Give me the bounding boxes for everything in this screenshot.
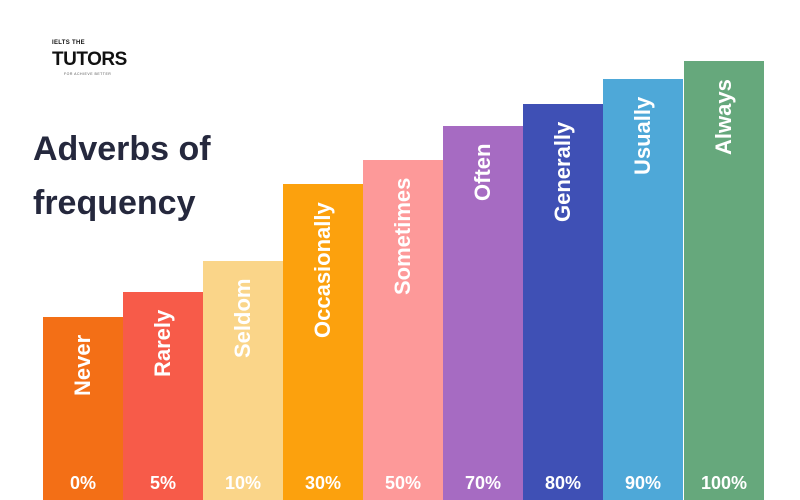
logo-tagline: FOR ACHIEVE BETTER xyxy=(64,72,112,76)
bar-percent: 10% xyxy=(224,473,262,493)
bar-percent: 5% xyxy=(149,473,176,493)
bar-percent: 50% xyxy=(384,473,422,493)
bar-seldom: Seldom 10% xyxy=(203,261,283,500)
bar-occasionally: Occasionally 30% xyxy=(283,184,363,500)
bar-label: Occasionally xyxy=(310,202,335,338)
logo-top-text: IELTS THE xyxy=(52,40,85,46)
bar-percent: 90% xyxy=(624,473,662,493)
bar-percent: 0% xyxy=(69,473,96,493)
chart-title: Adverbs of frequency xyxy=(33,130,211,222)
bar-label: Sometimes xyxy=(390,177,415,295)
bar-rarely: Rarely 5% xyxy=(123,292,203,500)
bar-label: Seldom xyxy=(230,278,255,358)
bar-label: Generally xyxy=(550,121,575,222)
bar-percent: 70% xyxy=(464,473,502,493)
bar-never: Never 0% xyxy=(43,317,123,500)
bar-label: Rarely xyxy=(150,309,175,377)
bar-label: Usually xyxy=(630,96,655,175)
bar-usually: Usually 90% xyxy=(603,79,683,500)
bar-percent: 30% xyxy=(304,473,342,493)
bar-label: Always xyxy=(711,79,736,155)
bar-percent: 80% xyxy=(544,473,582,493)
bar-percent: 100% xyxy=(700,473,748,493)
bar-often: Often 70% xyxy=(443,126,523,500)
bar-label: Often xyxy=(470,143,495,201)
bar-always: Always 100% xyxy=(684,61,764,500)
bar-generally: Generally 80% xyxy=(523,104,603,500)
bar-label: Never xyxy=(70,334,95,396)
logo-main-text: TUTORS xyxy=(52,49,127,70)
bar-sometimes: Sometimes 50% xyxy=(363,160,443,500)
ielts-the-tutors-logo: IELTS THE TUTORS FOR ACHIEVE BETTER xyxy=(50,40,140,80)
